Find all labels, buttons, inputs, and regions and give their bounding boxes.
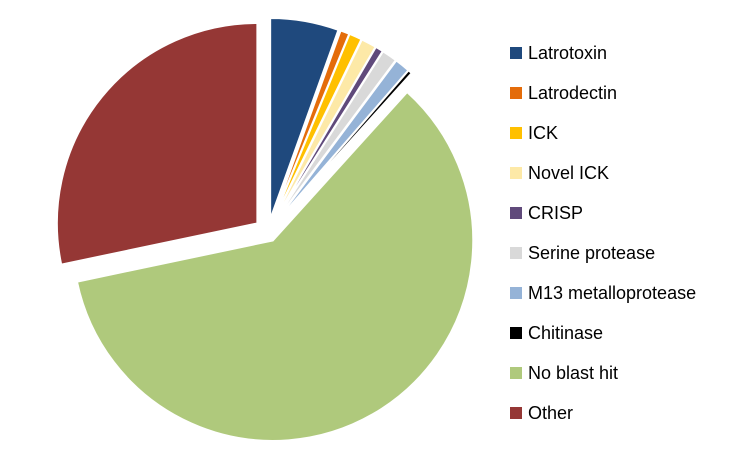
legend-swatch: [510, 367, 522, 379]
legend-swatch: [510, 127, 522, 139]
legend-label: Latrotoxin: [528, 43, 607, 63]
pie-slice: [269, 17, 340, 219]
pie-slice: [276, 69, 413, 223]
pie-slice: [273, 33, 363, 220]
pie-slice: [272, 29, 350, 220]
pie-slice: [76, 91, 474, 442]
legend-label: Chitinase: [528, 323, 603, 343]
legend-label: Latrodectin: [528, 83, 617, 103]
legend-swatch: [510, 247, 522, 259]
pie-slice: [56, 22, 258, 266]
legend-label: Novel ICK: [528, 163, 609, 183]
legend-swatch: [510, 287, 522, 299]
legend-swatch: [510, 87, 522, 99]
legend-swatch: [510, 327, 522, 339]
legend-label: CRISP: [528, 203, 583, 223]
legend-label: Serine protease: [528, 243, 655, 263]
legend-swatch: [510, 207, 522, 219]
legend-label: Other: [528, 403, 573, 423]
legend-label: M13 metalloprotease: [528, 283, 696, 303]
legend-swatch: [510, 47, 522, 59]
legend-label: No blast hit: [528, 363, 618, 383]
pie-slice: [274, 46, 384, 221]
legend-swatch: [510, 167, 522, 179]
legend-swatch: [510, 407, 522, 419]
pie-slice: [273, 38, 377, 221]
legend-label: ICK: [528, 123, 558, 143]
pie-slice: [275, 50, 397, 221]
